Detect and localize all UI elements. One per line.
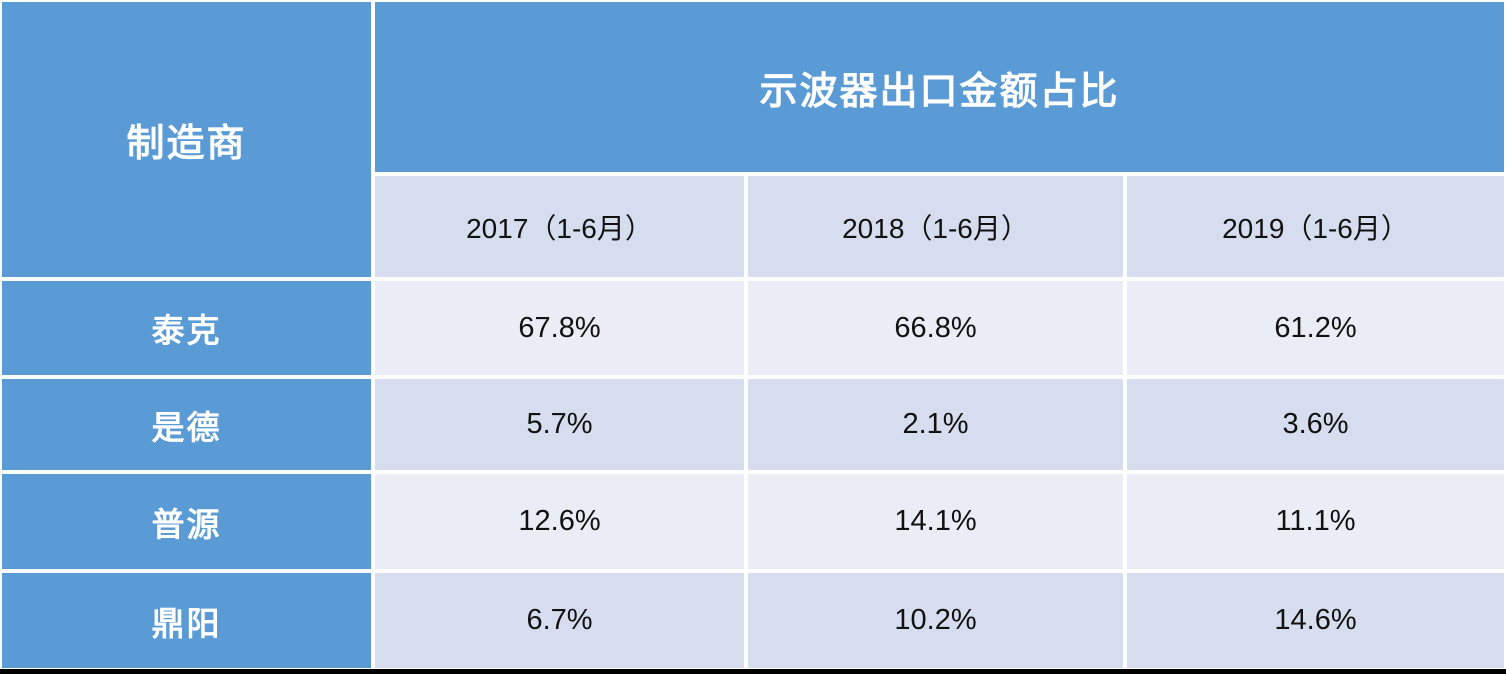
- row-label-tek: 泰克: [2, 281, 371, 375]
- row-label-siglent: 鼎阳: [2, 573, 371, 668]
- corner-header-manufacturer: 制造商: [2, 2, 371, 277]
- bottom-border-line: [0, 669, 1506, 674]
- column-header-2018: 2018（1-6月）: [748, 176, 1123, 277]
- table-cell: 67.8%: [375, 281, 744, 375]
- column-header-2017: 2017（1-6月）: [375, 176, 744, 277]
- table-cell: 14.1%: [748, 474, 1123, 569]
- table-cell: 3.6%: [1127, 379, 1504, 470]
- table-cell: 10.2%: [748, 573, 1123, 668]
- table-cell: 12.6%: [375, 474, 744, 569]
- table-cell: 6.7%: [375, 573, 744, 668]
- column-header-2019: 2019（1-6月）: [1127, 176, 1504, 277]
- row-label-rigol: 普源: [2, 474, 371, 569]
- row-label-keysight: 是德: [2, 379, 371, 470]
- table-cell: 14.6%: [1127, 573, 1504, 668]
- table-cell: 5.7%: [375, 379, 744, 470]
- table-cell: 2.1%: [748, 379, 1123, 470]
- table-cell: 66.8%: [748, 281, 1123, 375]
- group-header-title: 示波器出口金额占比: [375, 2, 1504, 172]
- table-cell: 11.1%: [1127, 474, 1504, 569]
- table-cell: 61.2%: [1127, 281, 1504, 375]
